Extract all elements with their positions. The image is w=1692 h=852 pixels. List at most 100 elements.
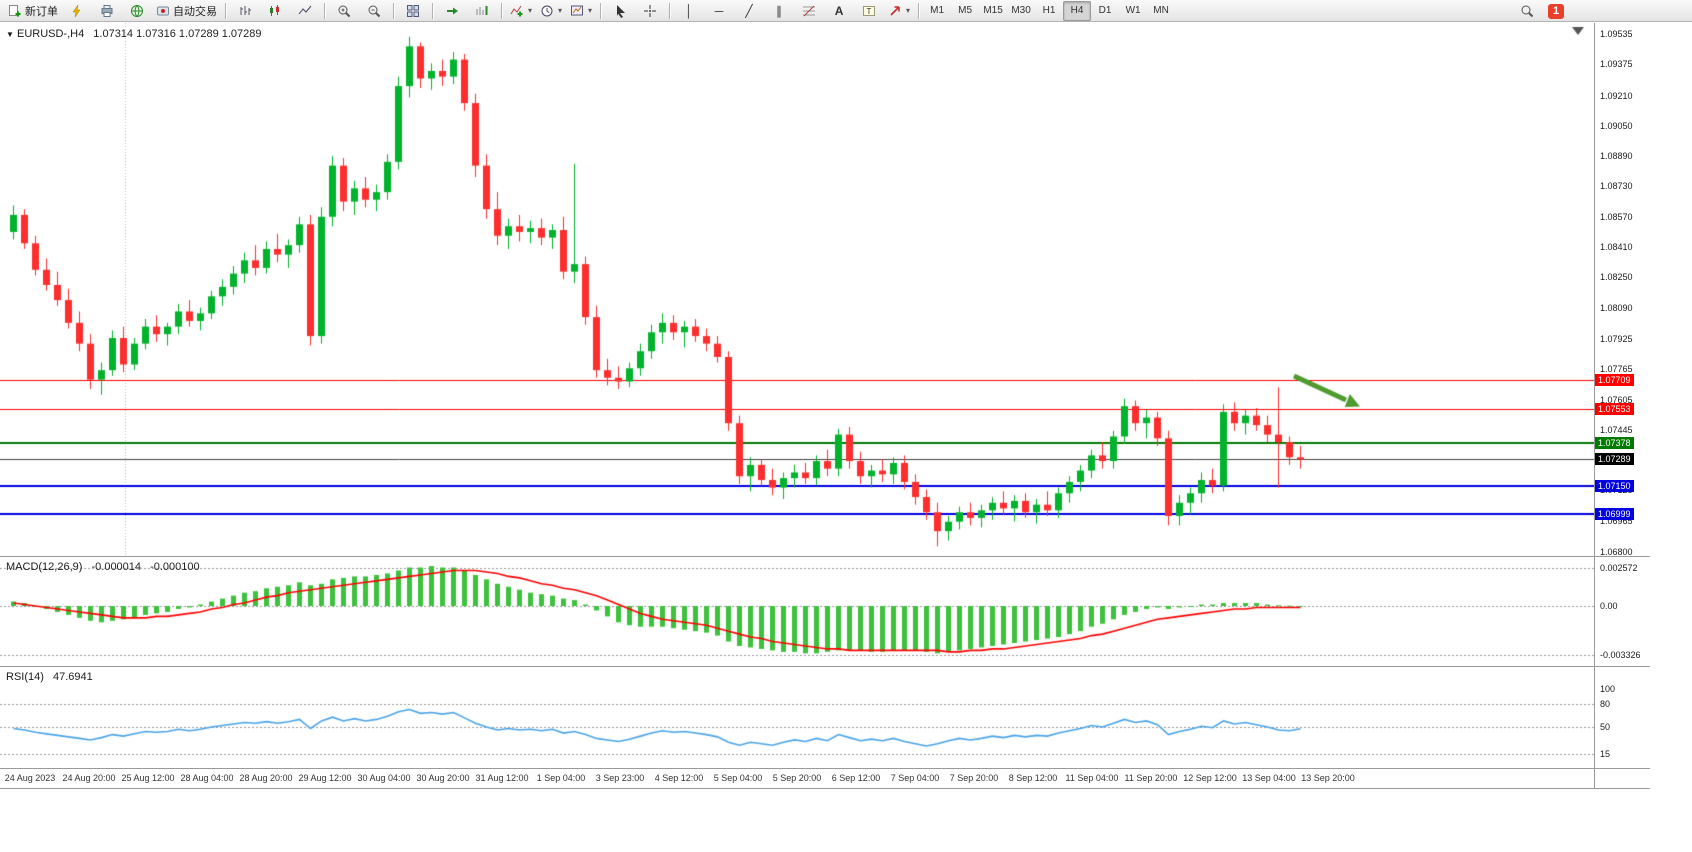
price-level-tag: 1.07378 bbox=[1595, 436, 1634, 449]
line-chart-button[interactable] bbox=[290, 0, 320, 22]
date-label: 29 Aug 12:00 bbox=[298, 773, 352, 783]
toolbar-separator bbox=[432, 2, 433, 19]
template-icon bbox=[571, 5, 584, 15]
bar-chart-button[interactable] bbox=[230, 0, 260, 22]
crosshair-button[interactable] bbox=[635, 0, 665, 22]
ohlc-values: 1.07314 1.07316 1.07289 1.07289 bbox=[93, 28, 262, 40]
macd-label: MACD(12,26,9) -0.000014 -0.000100 bbox=[6, 561, 200, 573]
date-label: 8 Sep 12:00 bbox=[1008, 773, 1058, 783]
text-tool-button[interactable]: A bbox=[824, 0, 854, 22]
price-tick: 1.06965 bbox=[1600, 515, 1633, 526]
date-label: 24 Aug 20:00 bbox=[62, 773, 116, 783]
price-tick: 1.09210 bbox=[1600, 90, 1633, 101]
timeframe-h1-button[interactable]: H1 bbox=[1042, 5, 1056, 16]
cursor-icon bbox=[617, 4, 626, 18]
chevron-down-icon: ▾ bbox=[558, 6, 563, 15]
price-tick: 1.08890 bbox=[1600, 151, 1633, 162]
macd-main-value: -0.000014 bbox=[91, 561, 142, 573]
chart-window: ▼ EURUSD-,H4 1.07314 1.07316 1.07289 1.0… bbox=[0, 23, 1650, 789]
fibonacci-tool-button[interactable] bbox=[794, 0, 824, 22]
price-axis[interactable]: 1.09535 1.09375 1.09210 1.09050 1.08890 1.087… bbox=[1595, 23, 1650, 769]
timeframe-m15-button[interactable]: M15 bbox=[983, 5, 1003, 16]
time-axis[interactable]: 24 Aug 2023 24 Aug 20:00 25 Aug 12:00 28 Au… bbox=[0, 769, 1594, 788]
new-order-button[interactable]: 新订单 bbox=[4, 0, 62, 22]
auto-scroll-button[interactable] bbox=[437, 0, 467, 22]
cursor-button[interactable] bbox=[605, 0, 635, 22]
timeframe-m30-button[interactable]: M30 bbox=[1011, 5, 1031, 16]
price-tick: 1.08570 bbox=[1600, 211, 1633, 222]
date-label: 28 Aug 20:00 bbox=[239, 773, 293, 783]
toolbar-button-lightning[interactable] bbox=[62, 0, 92, 22]
timeframe-d1-button[interactable]: D1 bbox=[1098, 5, 1112, 16]
price-chart-canvas[interactable] bbox=[0, 23, 1594, 557]
rsi-label: RSI(14) 47.6941 bbox=[6, 671, 93, 683]
macd-canvas[interactable] bbox=[0, 557, 1594, 667]
price-axis-border bbox=[1594, 23, 1595, 788]
price-tick: 1.09535 bbox=[1600, 29, 1633, 39]
chevron-down-icon: ▾ bbox=[528, 6, 533, 15]
timeframe-h4-button[interactable]: H4 bbox=[1063, 0, 1092, 21]
search-button[interactable] bbox=[1512, 0, 1542, 22]
timeframe-m1-button[interactable]: M1 bbox=[930, 5, 945, 16]
channel-icon: ∥ bbox=[776, 3, 783, 18]
trendline-tool-button[interactable]: ╱ bbox=[734, 0, 764, 22]
notification-badge[interactable]: 1 bbox=[1548, 3, 1565, 19]
horizontal-line-tool-button[interactable]: ─ bbox=[704, 0, 734, 22]
chart-shift-button[interactable] bbox=[467, 0, 497, 22]
timeframe-w1-button[interactable]: W1 bbox=[1125, 5, 1141, 16]
indicators-button[interactable]: ▾ bbox=[506, 0, 536, 22]
arrows-tool-button[interactable]: ▾ bbox=[884, 0, 914, 22]
vertical-line-tool-button[interactable]: │ bbox=[674, 0, 704, 22]
autotrading-button[interactable]: 自动交易 bbox=[152, 0, 221, 22]
text-label-tool-button[interactable]: T bbox=[854, 0, 884, 22]
periods-button[interactable]: ▾ bbox=[536, 0, 566, 22]
toolbar-separator bbox=[324, 2, 325, 19]
price-tick: 1.08250 bbox=[1600, 272, 1633, 283]
rsi-name: RSI(14) bbox=[6, 671, 44, 683]
symbol-dropdown-icon[interactable]: ▼ bbox=[6, 30, 14, 39]
text-label-icon: T bbox=[863, 5, 876, 16]
rsi-value: 47.6941 bbox=[52, 671, 93, 683]
printer-icon bbox=[101, 4, 113, 17]
chevron-down-icon: ▾ bbox=[906, 6, 911, 15]
line-chart-icon bbox=[298, 5, 312, 14]
indicators-icon bbox=[510, 5, 523, 16]
zoom-out-icon bbox=[368, 5, 381, 17]
chart-shift-icon bbox=[476, 5, 488, 15]
timeframe-m5-button[interactable]: M5 bbox=[958, 5, 973, 16]
clock-icon bbox=[541, 5, 553, 16]
date-label: 11 Sep 20:00 bbox=[1124, 773, 1178, 783]
toolbar-button-print[interactable] bbox=[92, 0, 122, 22]
macd-name: MACD(12,26,9) bbox=[6, 561, 83, 573]
lightning-icon bbox=[72, 4, 81, 17]
date-label: 28 Aug 04:00 bbox=[180, 773, 234, 783]
date-label: 24 Aug 2023 bbox=[4, 773, 56, 783]
macd-tick: 0.00 bbox=[1600, 601, 1618, 611]
symbol-period-label: EURUSD-,H4 bbox=[16, 28, 85, 40]
trendline-icon: ╱ bbox=[745, 3, 753, 18]
tile-windows-button[interactable] bbox=[398, 0, 428, 22]
panel-separator-rsi[interactable] bbox=[0, 666, 1650, 667]
zoom-out-button[interactable] bbox=[359, 0, 389, 22]
zoom-in-button[interactable] bbox=[329, 0, 359, 22]
candlestick-chart-button[interactable] bbox=[260, 0, 290, 22]
panel-separator-macd[interactable] bbox=[0, 556, 1650, 557]
channel-tool-button[interactable]: ∥ bbox=[764, 0, 794, 22]
rsi-canvas[interactable] bbox=[0, 667, 1594, 769]
price-level-tag: 1.07150 bbox=[1595, 479, 1634, 492]
date-label: 30 Aug 04:00 bbox=[357, 773, 411, 783]
timeframe-group: M1 M5 M15 M30 H1 H4 D1 W1 MN bbox=[923, 0, 1175, 21]
toolbar-separator bbox=[225, 2, 226, 19]
templates-button[interactable]: ▾ bbox=[566, 0, 596, 22]
timeframe-mn-button[interactable]: MN bbox=[1153, 5, 1169, 16]
price-tick: 1.07925 bbox=[1600, 333, 1633, 344]
toolbar-button-community[interactable] bbox=[122, 0, 152, 22]
price-tick: 1.07605 bbox=[1600, 394, 1633, 405]
text-icon: A bbox=[834, 3, 844, 18]
date-label: 5 Sep 04:00 bbox=[713, 773, 763, 783]
date-label: 7 Sep 04:00 bbox=[890, 773, 940, 783]
price-tick: 1.08730 bbox=[1600, 181, 1633, 192]
arrow-tool-icon bbox=[890, 5, 900, 16]
chart-title: ▼ EURUSD-,H4 1.07314 1.07316 1.07289 1.0… bbox=[6, 28, 262, 40]
rsi-tick: 15 bbox=[1600, 748, 1611, 759]
